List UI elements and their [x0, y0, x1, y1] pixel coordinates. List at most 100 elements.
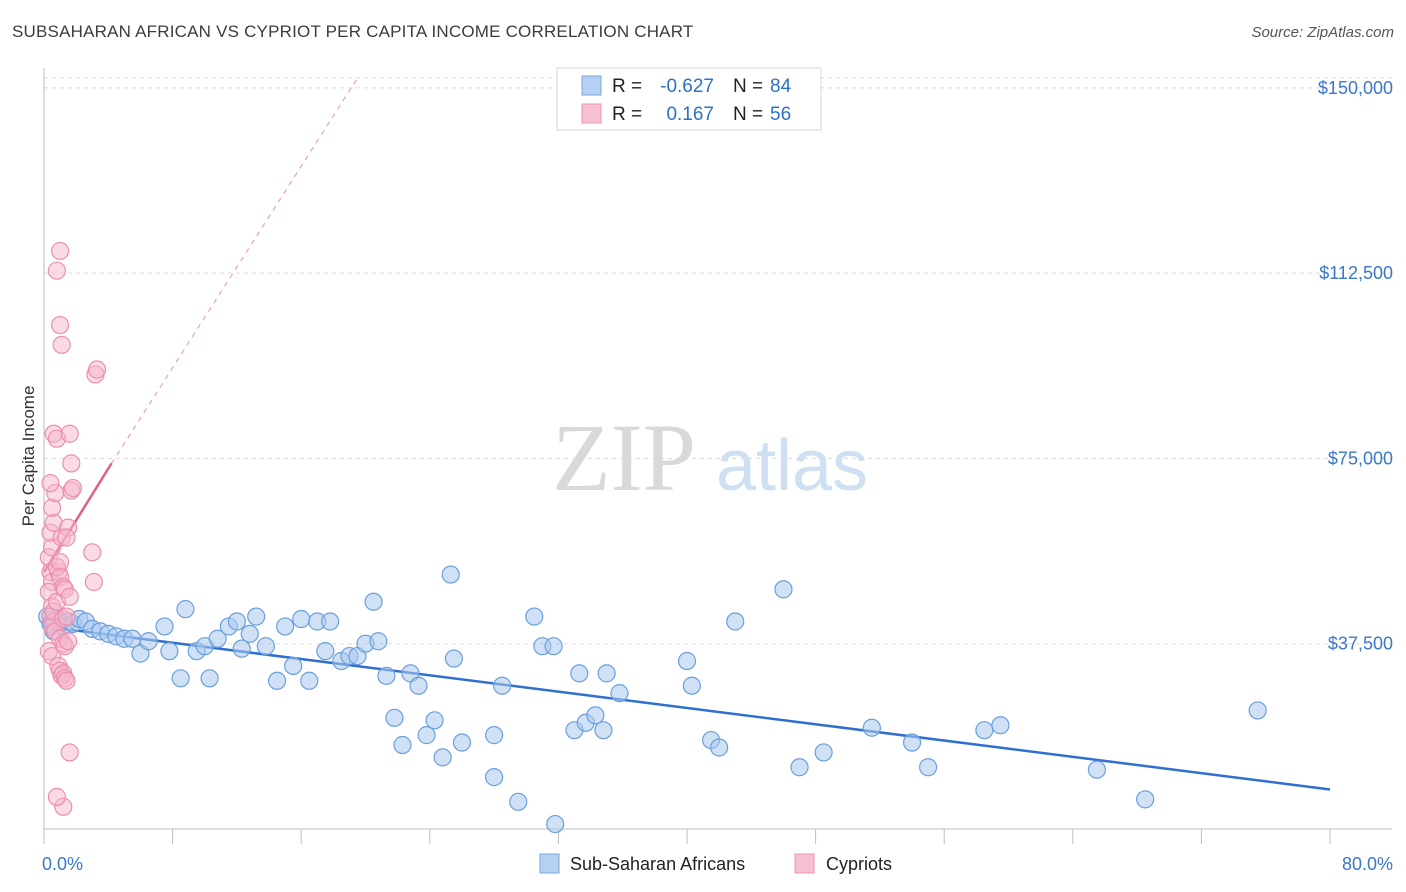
data-point-sub-saharan-africans [240, 624, 259, 643]
data-point-cypriots [52, 335, 71, 354]
data-point-sub-saharan-africans [160, 642, 179, 661]
y-tick-label: $150,000 [1318, 78, 1393, 98]
bottom-legend-swatch-blue [539, 853, 560, 874]
data-point-sub-saharan-africans [393, 735, 412, 755]
bottom-legend: Sub-Saharan Africans Cypriots [539, 853, 892, 874]
data-point-sub-saharan-africans [256, 637, 275, 656]
y-axis-title: Per Capita Income [19, 386, 38, 527]
data-point-sub-saharan-africans [814, 743, 833, 762]
data-point-sub-saharan-africans [227, 612, 246, 631]
data-point-sub-saharan-africans [208, 629, 227, 648]
data-point-sub-saharan-africans [292, 609, 311, 629]
bottom-legend-swatch-pink [794, 853, 815, 874]
bottom-legend-label-blue: Sub-Saharan Africans [570, 854, 745, 874]
data-point-sub-saharan-africans [417, 726, 436, 745]
data-point-sub-saharan-africans [710, 738, 729, 757]
data-point-sub-saharan-africans [1136, 790, 1155, 809]
data-point-sub-saharan-africans [677, 651, 697, 671]
y-tick-label: $112,500 [1319, 263, 1393, 283]
data-point-cypriots [62, 454, 81, 473]
y-tick-labels: $37,500 $75,000 $112,500 $150,000 [1318, 78, 1393, 654]
data-point-sub-saharan-africans [176, 600, 195, 619]
watermark: ZIP atlas [552, 404, 868, 511]
y-tick-label: $75,000 [1328, 448, 1393, 468]
data-point-sub-saharan-africans [726, 612, 745, 631]
data-point-cypriots [60, 743, 79, 762]
data-point-sub-saharan-africans [444, 649, 464, 668]
data-point-sub-saharan-africans [991, 716, 1010, 735]
data-point-sub-saharan-africans [544, 637, 563, 656]
legend-n-label-blue: N = [733, 76, 763, 97]
x-tick-label-max: 80.0% [1342, 854, 1393, 874]
data-point-cypriots [50, 241, 70, 261]
data-point-cypriots [63, 478, 83, 498]
watermark-zip: ZIP [552, 404, 696, 511]
data-point-cypriots [83, 543, 102, 562]
data-point-sub-saharan-africans [300, 671, 319, 690]
data-point-sub-saharan-africans [171, 669, 190, 688]
data-point-cypriots [42, 498, 62, 517]
data-point-cypriots [50, 315, 70, 335]
bottom-legend-label-pink: Cypriots [826, 854, 892, 874]
data-point-sub-saharan-africans [267, 671, 287, 690]
data-point-cypriots [47, 787, 66, 806]
legend-r-label-pink: R = [612, 104, 642, 125]
data-point-sub-saharan-africans [321, 612, 340, 631]
data-point-sub-saharan-africans [902, 733, 922, 752]
x-tick-label-min: 0.0% [42, 854, 83, 874]
x-tick-labels: 0.0% 80.0% [42, 854, 1393, 874]
data-point-sub-saharan-africans [546, 814, 565, 834]
data-point-sub-saharan-africans [425, 711, 444, 730]
legend-r-value-pink: 0.167 [666, 104, 714, 125]
data-point-cypriots [57, 671, 76, 690]
legend-n-value-pink: 56 [770, 104, 791, 125]
trend-line-cypriots-extension [111, 77, 358, 464]
series-cypriots [39, 241, 107, 816]
data-point-sub-saharan-africans [570, 664, 589, 683]
data-point-sub-saharan-africans [139, 632, 158, 651]
data-point-sub-saharan-africans [509, 792, 528, 811]
data-point-sub-saharan-africans [682, 676, 701, 695]
data-point-sub-saharan-africans [377, 666, 396, 685]
data-point-sub-saharan-africans [525, 607, 544, 626]
data-point-sub-saharan-africans [123, 629, 142, 648]
axes [43, 68, 1392, 844]
data-point-sub-saharan-africans [594, 721, 613, 740]
data-point-sub-saharan-africans [441, 565, 460, 584]
data-point-sub-saharan-africans [247, 607, 266, 626]
data-point-cypriots [60, 424, 79, 443]
data-point-sub-saharan-africans [1087, 760, 1107, 779]
watermark-atlas: atlas [716, 426, 868, 506]
data-point-sub-saharan-africans [485, 726, 504, 745]
legend-r-value-blue: -0.627 [660, 76, 714, 97]
data-point-sub-saharan-africans [975, 721, 994, 740]
chart-title: SUBSAHARAN AFRICAN VS CYPRIOT PER CAPITA… [12, 22, 694, 41]
data-point-cypriots [60, 587, 79, 606]
data-point-sub-saharan-africans [433, 748, 452, 767]
data-point-sub-saharan-africans [485, 768, 504, 787]
data-point-sub-saharan-africans [452, 733, 472, 752]
data-point-cypriots [87, 360, 107, 379]
data-point-sub-saharan-africans [586, 706, 605, 725]
data-point-sub-saharan-africans [597, 664, 616, 683]
data-point-sub-saharan-africans [284, 656, 303, 676]
data-point-sub-saharan-africans [316, 642, 335, 661]
data-point-sub-saharan-africans [493, 676, 512, 695]
gridlines [44, 77, 1392, 645]
data-point-cypriots [41, 474, 60, 493]
legend-r-label-blue: R = [612, 76, 642, 97]
data-point-sub-saharan-africans [610, 684, 629, 703]
data-point-sub-saharan-africans [369, 632, 388, 651]
data-point-sub-saharan-africans [276, 617, 295, 636]
data-point-sub-saharan-africans [200, 669, 219, 688]
data-point-sub-saharan-africans [155, 617, 174, 636]
data-point-sub-saharan-africans [919, 758, 938, 777]
data-point-cypriots [59, 632, 78, 651]
data-point-sub-saharan-africans [409, 676, 428, 695]
source-credit: Source: ZipAtlas.com [1251, 24, 1394, 41]
data-point-sub-saharan-africans [364, 592, 383, 611]
legend-swatch-blue [581, 75, 602, 96]
data-point-sub-saharan-africans [385, 708, 404, 727]
data-point-sub-saharan-africans [232, 639, 251, 658]
